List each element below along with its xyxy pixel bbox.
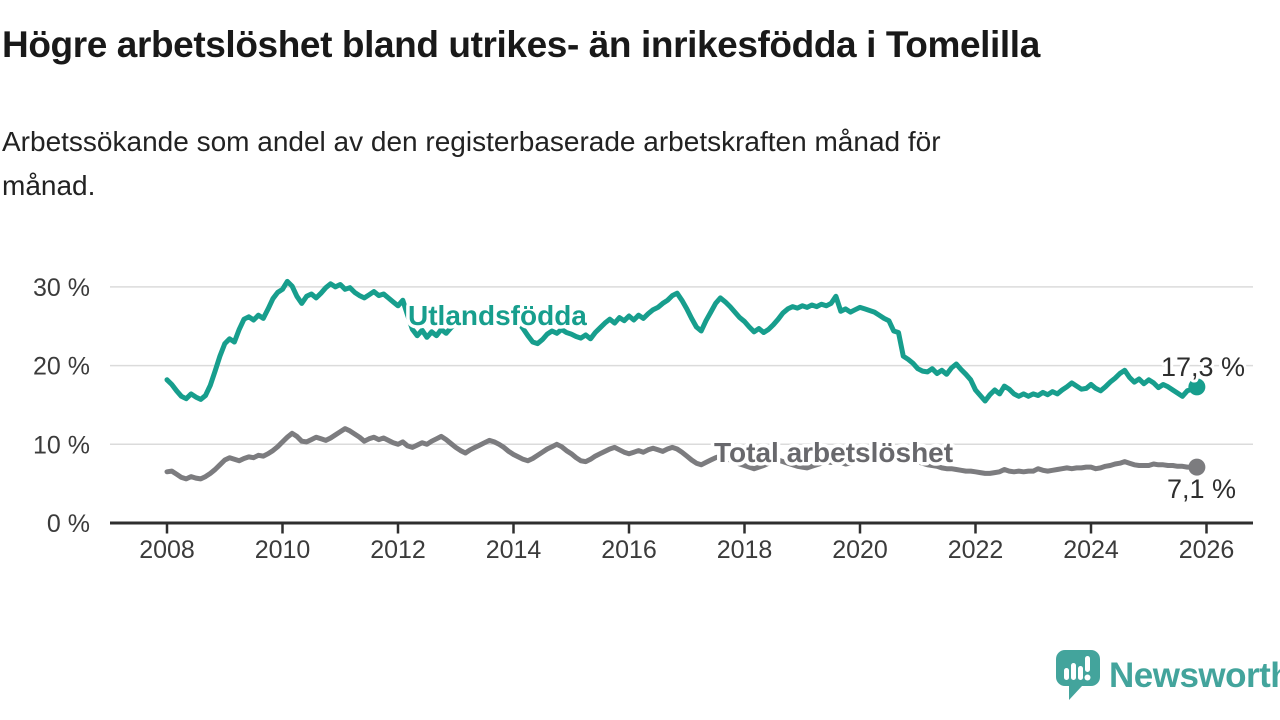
chart-subtitle-line-2: månad.: [2, 170, 96, 201]
series-end-value-0: 17,3 %: [1161, 352, 1245, 382]
series-line-0: [164, 278, 1200, 404]
y-axis-label-10: 10 %: [33, 431, 90, 459]
x-axis-label-2010: 2010: [255, 536, 311, 564]
y-axis-label-30: 30 %: [33, 274, 90, 302]
page-title: Högre arbetslöshet bland utrikes- än inr…: [2, 24, 1040, 65]
x-axis-label-2018: 2018: [717, 536, 773, 564]
logo-exclamation-dot: [1084, 674, 1091, 681]
x-axis-label-2024: 2024: [1063, 536, 1119, 564]
series-end-dot-1: [1188, 458, 1206, 476]
x-axis-label-2020: 2020: [832, 536, 888, 564]
x-axis-label-2012: 2012: [370, 536, 426, 564]
y-axis-label-20: 20 %: [33, 353, 90, 381]
x-axis-label-2014: 2014: [486, 536, 542, 564]
logo-bar-medium: [1078, 666, 1083, 680]
newsworthy-logo: Newsworthy: [1052, 646, 1280, 706]
series-label-0: Utlandsfödda: [408, 300, 587, 331]
newsworthy-logo-text: Newsworthy: [1109, 656, 1280, 695]
chart-subtitle-line-1: Arbetssökande som andel av den registerb…: [2, 126, 941, 157]
x-axis-label-2022: 2022: [948, 536, 1004, 564]
chart-subtitle: Arbetssökande som andel av den registerb…: [2, 120, 941, 208]
newsworthy-logo-icon: [1056, 650, 1100, 700]
series-label-1: Total arbetslöshet: [714, 437, 953, 468]
x-axis-label-2016: 2016: [601, 536, 657, 564]
series-end-dot-0: [1188, 378, 1206, 396]
series-line-1: [164, 426, 1200, 482]
logo-bar-tall: [1071, 663, 1076, 680]
x-axis-label-2026: 2026: [1179, 536, 1235, 564]
y-axis-label-0: 0 %: [47, 510, 90, 538]
logo-bar-small: [1064, 668, 1069, 680]
series-end-value-1: 7,1 %: [1167, 474, 1236, 504]
logo-exclamation-rod: [1085, 656, 1090, 672]
x-axis-label-2008: 2008: [139, 536, 195, 564]
